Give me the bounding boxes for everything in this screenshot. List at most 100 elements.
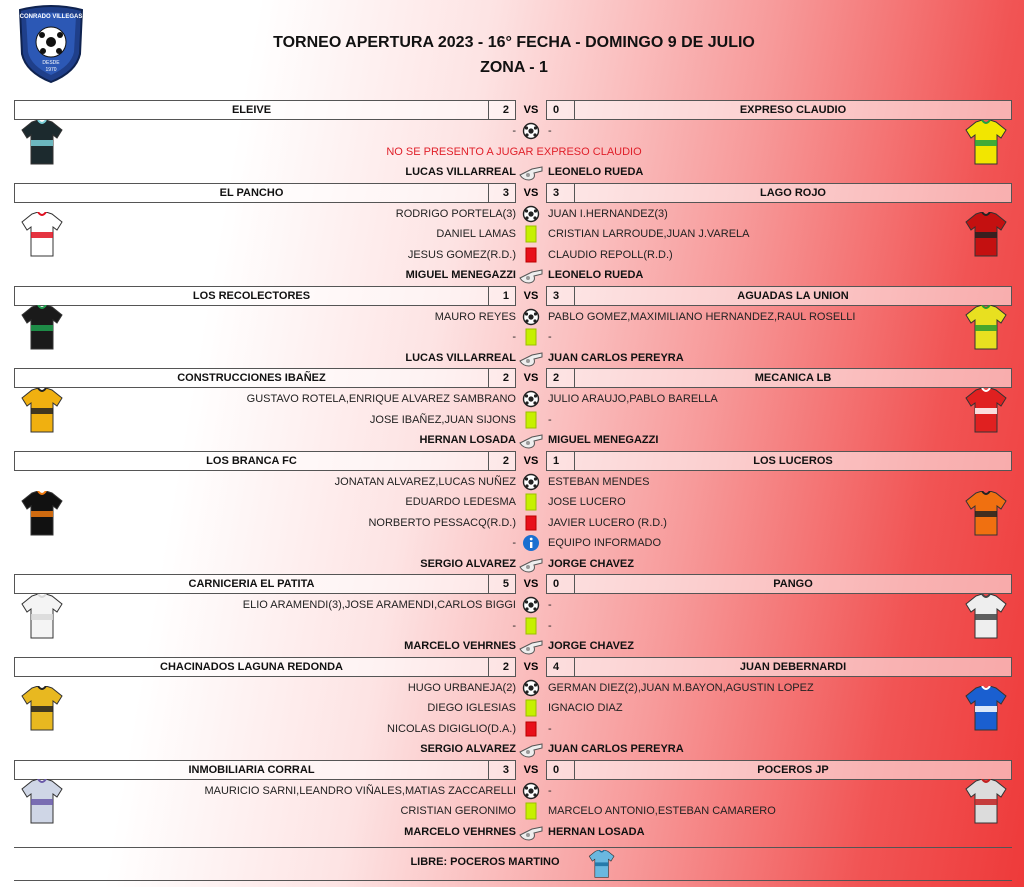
goal-icon [522, 782, 540, 799]
referee-right: LEONELO RUEDA [548, 166, 644, 178]
home-score: 3 [488, 759, 516, 780]
yellow-icon [525, 225, 537, 243]
home-detail: RODRIGO PORTELA(3) [395, 207, 516, 220]
goal-icon [522, 308, 540, 325]
away-detail: PABLO GOMEZ,MAXIMILIANO HERNANDEZ,RAUL R… [548, 310, 856, 323]
vs-label: VS [523, 372, 539, 384]
away-jersey [965, 119, 1007, 164]
goal-icon [522, 596, 540, 614]
away-detail: EQUIPO INFORMADO [548, 537, 662, 549]
home-detail: - [512, 619, 516, 632]
away-score: 0 [546, 100, 575, 120]
home-jersey [21, 593, 63, 638]
away-score: 2 [546, 368, 575, 388]
away-detail: - [548, 125, 552, 137]
home-detail: NORBERTO PESSACQ(R.D.) [368, 516, 516, 529]
whistle-icon [519, 351, 543, 367]
referee-right: HERNAN LOSADA [548, 825, 645, 838]
home-score: 2 [488, 100, 516, 120]
yellow-icon [525, 802, 537, 820]
whistle-icon [519, 825, 543, 841]
away-team: EXPRESO CLAUDIO [574, 100, 1012, 120]
goal-icon [522, 205, 540, 222]
goal-icon [522, 473, 540, 490]
home-team: CARNICERIA EL PATITA [14, 574, 489, 594]
red-icon [525, 515, 537, 530]
home-team: EL PANCHO [14, 182, 489, 203]
home-score: 2 [488, 656, 516, 677]
referee-left: LUCAS VILLARREAL [405, 166, 516, 178]
referee-left: HERNAN LOSADA [419, 434, 516, 446]
vs-label: VS [523, 660, 539, 673]
home-team: LOS RECOLECTORES [14, 285, 489, 306]
home-detail: JONATAN ALVAREZ,LUCAS NUÑEZ [334, 475, 516, 488]
home-detail: NICOLAS DIGIGLIO(D.A.) [387, 722, 516, 735]
home-team: CONSTRUCCIONES IBAÑEZ [14, 368, 489, 388]
away-detail: - [548, 619, 552, 632]
yellow-icon [525, 617, 537, 634]
vs-label: VS [523, 578, 539, 590]
home-jersey [21, 212, 63, 257]
away-detail: CLAUDIO REPOLL(R.D.) [548, 248, 673, 261]
home-detail: JOSE IBAÑEZ,JUAN SIJONS [369, 413, 516, 426]
home-detail: EDUARDO LEDESMA [405, 496, 516, 508]
away-score: 1 [546, 450, 575, 471]
away-detail: MARCELO ANTONIO,ESTEBAN CAMARERO [548, 805, 776, 817]
whistle-icon [519, 640, 543, 655]
away-detail: IGNACIO DIAZ [548, 702, 623, 714]
referee-left: MIGUEL MENEGAZZI [405, 269, 516, 281]
away-score: 4 [546, 656, 575, 677]
home-jersey [21, 490, 63, 535]
referee-left: MARCELO VEHRNES [404, 640, 516, 652]
home-detail: JESUS GOMEZ(R.D.) [407, 248, 516, 261]
goal-icon [522, 122, 540, 140]
logo-year: 1970 [45, 67, 56, 73]
referee-left: SERGIO ALVAREZ [420, 557, 516, 570]
whistle-icon [519, 557, 543, 573]
away-detail: JAVIER LUCERO (R.D.) [548, 516, 667, 529]
away-detail: - [548, 722, 552, 735]
away-team: PANGO [574, 574, 1012, 594]
yellow-icon [525, 411, 537, 428]
referee-right: MIGUEL MENEGAZZI [548, 434, 659, 446]
away-jersey [965, 387, 1007, 432]
home-detail: DIEGO IGLESIAS [427, 702, 516, 714]
home-team: LOS BRANCA FC [14, 450, 489, 471]
home-detail: MAURO REYES [434, 310, 516, 323]
away-jersey [965, 593, 1007, 638]
home-jersey [21, 305, 63, 350]
referee-left: SERGIO ALVAREZ [420, 743, 516, 755]
away-detail: JULIO ARAUJO,PABLO BARELLA [548, 393, 718, 405]
red-icon [525, 247, 537, 262]
club-logo: CONRADO VILLEGAS DESDE 1970 [18, 5, 84, 84]
away-jersey [965, 779, 1007, 824]
whistle-icon [519, 434, 543, 449]
away-detail: - [548, 331, 552, 343]
away-detail: CRISTIAN LARROUDE,JUAN J.VARELA [548, 228, 750, 240]
away-team: MECANICA LB [574, 368, 1012, 388]
home-detail: GUSTAVO ROTELA,ENRIQUE ALVAREZ SAMBRANO [246, 393, 516, 405]
vs-label: VS [523, 289, 539, 302]
vs-label: VS [523, 763, 539, 776]
away-jersey [965, 686, 1007, 731]
home-detail: MAURICIO SARNI,LEANDRO VIÑALES,MATIAS ZA… [204, 784, 516, 797]
home-jersey [21, 119, 63, 164]
home-jersey [21, 387, 63, 432]
away-team: LAGO ROJO [574, 182, 1012, 203]
away-detail: JOSE LUCERO [548, 496, 626, 508]
home-jersey [21, 686, 63, 731]
away-team: LOS LUCEROS [574, 450, 1012, 471]
referee-right: JUAN CARLOS PEREYRA [548, 743, 684, 755]
home-jersey [21, 779, 63, 824]
away-jersey [965, 305, 1007, 350]
red-icon [525, 721, 537, 736]
whistle-icon [519, 269, 543, 284]
vs-label: VS [523, 186, 539, 199]
away-jersey [965, 490, 1007, 535]
home-team: CHACINADOS LAGUNA REDONDA [14, 656, 489, 677]
away-detail: - [548, 784, 552, 797]
away-jersey [965, 212, 1007, 257]
away-score: 0 [546, 759, 575, 780]
home-detail: CRISTIAN GERONIMO [400, 805, 516, 817]
referee-right: JORGE CHAVEZ [548, 557, 634, 570]
